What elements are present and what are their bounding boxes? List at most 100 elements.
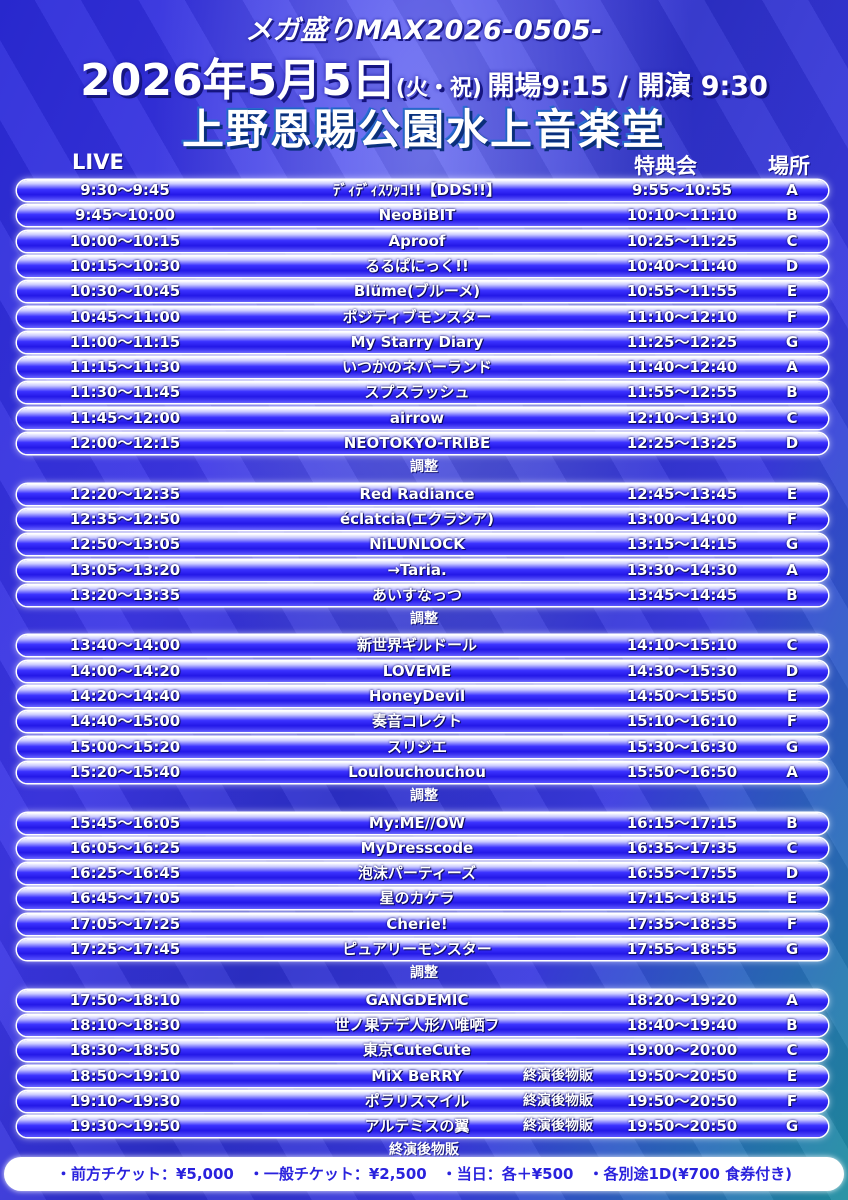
- tokuten-time: 18:20〜19:20: [626, 990, 738, 1009]
- live-time: 9:30〜9:45: [80, 181, 170, 199]
- live-time: 15:00〜15:20: [69, 737, 181, 756]
- tokuten-time: 15:30〜16:30: [626, 737, 738, 756]
- venue-title: 上野恩賜公園水上音楽堂: [181, 105, 666, 154]
- basho-label: B: [786, 813, 798, 832]
- schedule-row: 11:00〜11:15 My Starry Diary 11:25〜12:25 G: [17, 331, 828, 353]
- live-time: 13:20〜13:35: [69, 585, 181, 604]
- live-time: 12:20〜12:35: [69, 484, 181, 503]
- basho-label: C: [786, 1041, 798, 1060]
- live-time: 12:35〜12:50: [69, 509, 181, 528]
- schedule-row: 13:05〜13:20 →Taria. 13:30〜14:30 A: [17, 559, 828, 581]
- tokuten-time: 15:50〜16:50: [626, 762, 738, 781]
- artist-name: NiLUNLOCK: [369, 535, 465, 554]
- basho-label: C: [786, 231, 798, 250]
- live-time: 10:45〜11:00: [69, 307, 181, 326]
- merch-note: 終演後物販: [523, 1118, 593, 1135]
- artist-name: HoneyDevil: [368, 687, 466, 705]
- schedule-row: 16:45〜17:05 星のカケラ 17:15〜18:15 E: [17, 888, 828, 910]
- artist-name: 泡沫パーティーズ: [357, 864, 477, 883]
- artist-name: MyDresscode: [360, 838, 474, 857]
- tokuten-time: 11:25〜12:25: [626, 332, 738, 351]
- schedule-row: 12:20〜12:35 Red Radiance 12:45〜13:45 E: [17, 483, 828, 505]
- artist-name: airrow: [389, 408, 445, 427]
- basho-label: F: [786, 1091, 798, 1110]
- artist-name: あいすなっつ: [371, 585, 462, 604]
- basho-label: D: [785, 864, 799, 883]
- schedule-row: 16:05〜16:25 MyDresscode 16:35〜17:35 C: [17, 837, 828, 859]
- schedule-row: 13:40〜14:00 新世界ギルドール 14:10〜15:10 C: [17, 635, 828, 657]
- tokuten-time: 14:50〜15:50: [626, 687, 738, 705]
- live-time: 14:40〜15:00: [69, 712, 181, 731]
- live-time: 13:40〜14:00: [69, 636, 181, 655]
- artist-name: 東京CuteCute: [362, 1041, 472, 1060]
- merch-note: 終演後物販: [523, 1067, 593, 1084]
- schedule-row: 10:30〜10:45 Blüme(ブルーメ) 10:55〜11:55 E: [17, 281, 828, 303]
- merch-note: 終演後物販: [523, 1092, 593, 1109]
- tokuten-time: 15:10〜16:10: [626, 712, 738, 731]
- artist-name: Cherie!: [386, 914, 448, 933]
- column-basho: 場所: [768, 154, 810, 178]
- live-time: 19:30〜19:50: [69, 1117, 181, 1136]
- artist-name: →Taria.: [387, 560, 447, 579]
- tokuten-time: 16:15〜17:15: [626, 813, 738, 832]
- artist-name: éclatcia(エクラシア): [339, 509, 495, 528]
- schedule-row: 14:00〜14:20 LOVEME 14:30〜15:30 D: [17, 660, 828, 682]
- live-time: 14:20〜14:40: [69, 687, 181, 705]
- live-time: 10:00〜10:15: [69, 231, 181, 250]
- live-time: 17:05〜17:25: [69, 914, 181, 933]
- artist-name: NeoBiBIT: [378, 206, 456, 225]
- live-time: 11:30〜11:45: [69, 383, 181, 402]
- artist-name: Loulouchouchou: [348, 762, 486, 781]
- tokuten-time: 12:45〜13:45: [626, 484, 738, 503]
- schedule-row: 9:30〜9:45 ﾃﾞｨﾃﾞｨｽﾜｯｺ!!【DDS!!】 9:55〜10:55 A: [17, 180, 828, 201]
- basho-label: B: [786, 585, 798, 604]
- basho-label: A: [786, 762, 798, 781]
- basho-label: D: [785, 256, 799, 275]
- schedule-row: 18:10〜18:30 世ノ果テデ人形ハ唯哂フ 18:40〜19:40 B: [17, 1014, 828, 1036]
- artist-name: ピュアリーモンスター: [342, 940, 492, 958]
- event-times: 開場9:15 / 開演 9:30: [487, 71, 768, 102]
- event-date: 2026年5月5日: [80, 55, 396, 106]
- basho-label: B: [786, 1015, 798, 1034]
- live-time: 11:45〜12:00: [69, 408, 181, 427]
- schedule-row: 10:45〜11:00 ポジティブモンスター 11:10〜12:10 F: [17, 306, 828, 328]
- artist-name: My:ME//OW: [368, 813, 466, 832]
- basho-label: B: [786, 206, 798, 225]
- artist-name: My Starry Diary: [350, 332, 484, 351]
- live-time: 13:05〜13:20: [69, 560, 181, 579]
- artist-name: スプスラッシュ: [364, 383, 470, 402]
- schedule-row: 13:20〜13:35 あいすなっつ 13:45〜14:45 B: [17, 584, 828, 606]
- tokuten-time: 16:55〜17:55: [626, 864, 738, 883]
- artist-name: ポジティブモンスター: [342, 307, 492, 326]
- tokuten-time: 11:10〜12:10: [626, 307, 738, 326]
- schedule-row: 17:50〜18:10 GANGDEMIC 18:20〜19:20 A: [17, 989, 828, 1011]
- basho-label: A: [786, 990, 798, 1009]
- basho-label: D: [785, 661, 799, 680]
- basho-label: A: [786, 560, 798, 579]
- live-time: 10:30〜10:45: [69, 282, 181, 301]
- schedule-row: 18:50〜19:10 MiX BeRRY 19:50〜20:50 E 終演後物販: [17, 1065, 828, 1087]
- live-time: 11:15〜11:30: [69, 358, 181, 377]
- schedule-row: 12:00〜12:15 NEOTOKYO-TRIBE 12:25〜13:25 D: [17, 433, 828, 454]
- basho-label: G: [785, 332, 799, 351]
- break-label: 調整: [410, 459, 438, 476]
- schedule-row: 15:20〜15:40 Loulouchouchou 15:50〜16:50 A: [17, 761, 828, 783]
- basho-label: G: [785, 940, 799, 958]
- basho-label: F: [786, 914, 798, 933]
- schedule-row: 12:50〜13:05 NiLUNLOCK 13:15〜14:15 G: [17, 534, 828, 556]
- schedule-row: 14:20〜14:40 HoneyDevil 14:50〜15:50 E: [17, 686, 828, 707]
- artist-name: るるぱにっく!!: [365, 256, 469, 275]
- break-label: 調整: [410, 788, 438, 805]
- artist-name: LOVEME: [382, 661, 452, 680]
- tokuten-time: 18:40〜19:40: [626, 1015, 738, 1034]
- tokuten-time: 13:45〜14:45: [626, 585, 738, 604]
- tokuten-time: 19:50〜20:50: [626, 1066, 738, 1085]
- break-label: 終演後物販: [389, 1142, 459, 1159]
- artist-name: ﾃﾞｨﾃﾞｨｽﾜｯｺ!!【DDS!!】: [332, 181, 502, 199]
- column-tokuten: 特典会: [634, 154, 697, 178]
- live-time: 18:10〜18:30: [69, 1015, 181, 1034]
- artist-name: MiX BeRRY: [371, 1066, 463, 1085]
- tokuten-time: 13:15〜14:15: [626, 535, 738, 554]
- basho-label: E: [786, 687, 798, 705]
- artist-name: 奏音コレクト: [371, 712, 462, 731]
